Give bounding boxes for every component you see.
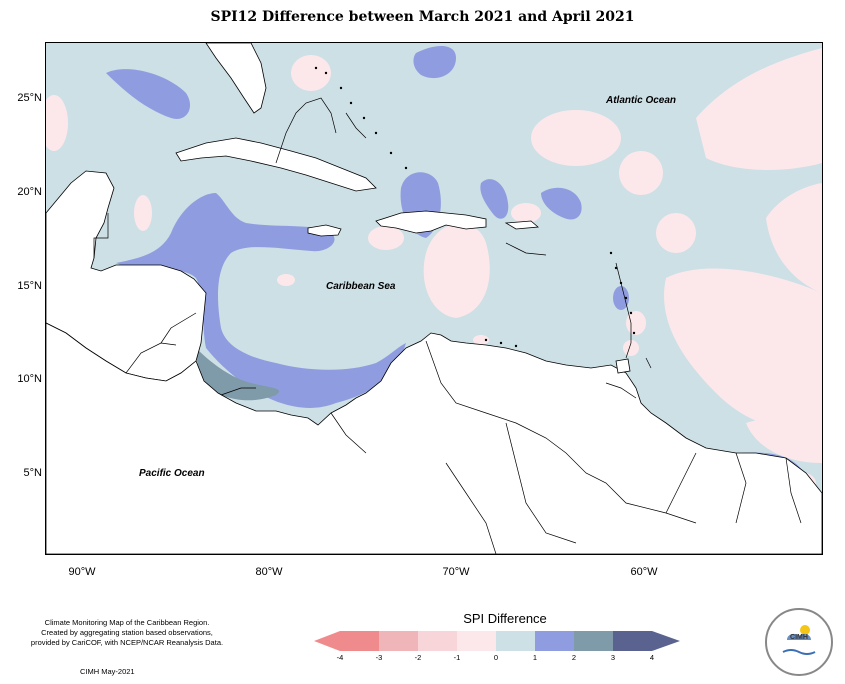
legend-arrow-right bbox=[613, 631, 680, 651]
label-pacific: Pacific Ocean bbox=[139, 468, 205, 479]
lat-tick-25: 25°N bbox=[17, 92, 42, 104]
legend-swatch bbox=[496, 631, 535, 651]
legend-swatch bbox=[535, 631, 574, 651]
lon-tick-90: 90°W bbox=[68, 566, 96, 578]
legend-swatch bbox=[574, 631, 613, 651]
map-title: SPI12 Difference between March 2021 and … bbox=[210, 9, 635, 25]
legend-tick: 1 bbox=[532, 653, 538, 662]
map-canvas bbox=[46, 43, 822, 554]
legend-swatch bbox=[379, 631, 418, 651]
credits-line: provided by CariCOF, with NCEP/NCAR Rean… bbox=[30, 638, 224, 647]
legend-arrow-left bbox=[314, 631, 340, 651]
cimh-logo-graphic bbox=[782, 625, 816, 655]
credits-line: Created by aggregating station based obs… bbox=[41, 628, 213, 637]
legend-tick: 0 bbox=[493, 653, 499, 662]
legend-tick: 4 bbox=[649, 653, 655, 662]
cimh-logo: CIMH bbox=[765, 608, 833, 676]
legend-swatch bbox=[457, 631, 496, 651]
lat-tick-20: 20°N bbox=[17, 186, 42, 198]
strong-wet-patch bbox=[196, 348, 280, 401]
dry-anomaly-patches bbox=[46, 48, 822, 525]
borders bbox=[93, 97, 802, 554]
legend-tick: -3 bbox=[375, 653, 383, 662]
legend-tick: -2 bbox=[414, 653, 422, 662]
label-caribbean: Caribbean Sea bbox=[326, 281, 396, 292]
legend-colorbar bbox=[314, 631, 680, 651]
legend-tick: -1 bbox=[453, 653, 461, 662]
lat-tick-5: 5°N bbox=[23, 467, 42, 479]
logo-text: CIMH bbox=[790, 634, 808, 641]
legend-tick: 3 bbox=[610, 653, 616, 662]
credits-line: Climate Monitoring Map of the Caribbean … bbox=[44, 618, 210, 627]
island-dots bbox=[314, 66, 636, 348]
legend-swatch bbox=[340, 631, 379, 651]
credits: Climate Monitoring Map of the Caribbean … bbox=[12, 618, 242, 648]
legend-tick: 2 bbox=[571, 653, 577, 662]
legend-swatch bbox=[418, 631, 457, 651]
legend-title: SPI Difference bbox=[463, 611, 547, 626]
land-masses bbox=[46, 43, 822, 554]
map-panel: Atlantic Ocean Caribbean Sea Pacific Oce… bbox=[45, 42, 823, 555]
legend-tick: -4 bbox=[336, 653, 344, 662]
lat-tick-10: 10°N bbox=[17, 373, 42, 385]
lat-tick-15: 15°N bbox=[17, 280, 42, 292]
map-date: CIMH May-2021 bbox=[80, 667, 135, 676]
label-atlantic: Atlantic Ocean bbox=[606, 95, 677, 106]
lon-tick-60: 60°W bbox=[630, 566, 658, 578]
lon-tick-70: 70°W bbox=[442, 566, 470, 578]
lon-tick-80: 80°W bbox=[255, 566, 283, 578]
